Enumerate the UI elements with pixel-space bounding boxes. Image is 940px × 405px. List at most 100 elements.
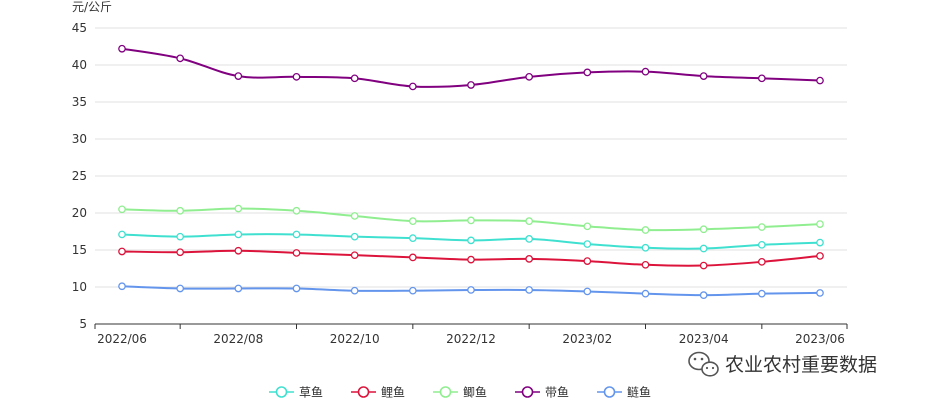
data-point[interactable] xyxy=(292,72,301,81)
data-point[interactable] xyxy=(583,257,592,265)
data-point[interactable] xyxy=(176,248,185,257)
data-point[interactable] xyxy=(408,286,417,295)
legend-item[interactable]: 鲢鱼 xyxy=(597,385,651,400)
data-point[interactable] xyxy=(350,212,359,220)
series-lines xyxy=(118,44,824,299)
data-point[interactable] xyxy=(525,217,534,225)
data-point[interactable] xyxy=(292,284,301,293)
data-point[interactable] xyxy=(292,206,301,215)
data-point[interactable] xyxy=(816,289,824,297)
data-point[interactable] xyxy=(176,206,185,215)
data-point[interactable] xyxy=(816,76,824,85)
data-point[interactable] xyxy=(816,252,824,260)
data-point[interactable] xyxy=(699,225,708,234)
legend-item[interactable]: 鲫鱼 xyxy=(433,386,487,400)
data-point[interactable] xyxy=(467,236,475,245)
legend-marker-icon xyxy=(439,386,452,398)
series-2 xyxy=(118,246,824,270)
data-point[interactable] xyxy=(118,44,126,53)
data-point[interactable] xyxy=(641,243,650,252)
legend-marker-icon xyxy=(357,386,370,398)
data-point[interactable] xyxy=(699,261,708,270)
series-5 xyxy=(118,282,824,299)
data-point[interactable] xyxy=(816,238,824,247)
legend-marker-icon xyxy=(275,386,288,398)
data-point[interactable] xyxy=(467,81,475,89)
legend-item[interactable]: 带鱼 xyxy=(515,386,569,400)
data-point[interactable] xyxy=(816,220,824,228)
x-tick-label: 2022/10 xyxy=(330,332,380,346)
data-point[interactable] xyxy=(757,74,766,83)
data-point[interactable] xyxy=(118,247,126,256)
data-point[interactable] xyxy=(234,230,243,239)
data-point[interactable] xyxy=(757,289,766,298)
data-point[interactable] xyxy=(234,284,243,293)
data-point[interactable] xyxy=(699,244,708,253)
y-axis-unit-label: 元/公斤 xyxy=(72,0,112,14)
data-point[interactable] xyxy=(757,240,766,249)
data-point[interactable] xyxy=(408,217,417,225)
wechat-icon xyxy=(688,351,719,377)
y-tick-label: 40 xyxy=(72,58,87,72)
data-point[interactable] xyxy=(350,232,359,241)
y-tick-label: 20 xyxy=(72,206,87,220)
data-point[interactable] xyxy=(350,251,359,260)
data-point[interactable] xyxy=(641,67,650,76)
data-point[interactable] xyxy=(583,68,592,77)
data-point[interactable] xyxy=(757,257,766,266)
data-point[interactable] xyxy=(118,205,126,214)
data-point[interactable] xyxy=(525,255,534,263)
data-point[interactable] xyxy=(641,226,650,234)
legend-marker-icon xyxy=(603,386,616,398)
data-point[interactable] xyxy=(525,286,534,294)
legend-label: 鲢鱼 xyxy=(627,385,651,400)
x-tick-label: 2023/06 xyxy=(795,332,845,346)
data-point[interactable] xyxy=(641,289,650,298)
legend-label: 带鱼 xyxy=(545,386,569,400)
data-point[interactable] xyxy=(118,282,126,291)
y-tick-label: 35 xyxy=(72,95,87,109)
data-point[interactable] xyxy=(583,287,592,296)
legend-item[interactable]: 草鱼 xyxy=(269,386,323,400)
data-point[interactable] xyxy=(641,260,650,269)
x-tick-label: 2022/06 xyxy=(97,332,147,346)
data-point[interactable] xyxy=(408,82,417,91)
legend[interactable]: 草鱼 鲤鱼 鲫鱼 带鱼 鲢鱼 xyxy=(269,385,651,400)
data-point[interactable] xyxy=(350,286,359,295)
data-point[interactable] xyxy=(292,249,301,257)
data-point[interactable] xyxy=(176,284,185,293)
legend-label: 鲫鱼 xyxy=(463,386,487,400)
data-point[interactable] xyxy=(467,255,475,264)
data-point[interactable] xyxy=(757,223,766,231)
legend-label: 鲤鱼 xyxy=(381,386,405,400)
data-point[interactable] xyxy=(525,235,534,243)
data-point[interactable] xyxy=(467,286,475,294)
data-point[interactable] xyxy=(176,232,185,241)
data-point[interactable] xyxy=(118,230,126,239)
data-point[interactable] xyxy=(292,230,301,239)
data-point[interactable] xyxy=(408,253,417,262)
data-point[interactable] xyxy=(408,234,417,243)
data-point[interactable] xyxy=(176,54,185,63)
y-tick-label: 5 xyxy=(79,317,87,331)
data-point[interactable] xyxy=(583,222,592,231)
series-4 xyxy=(118,44,824,91)
data-point[interactable] xyxy=(234,246,243,255)
series-1 xyxy=(118,230,824,253)
data-point[interactable] xyxy=(234,72,243,80)
data-point[interactable] xyxy=(350,74,359,83)
data-point[interactable] xyxy=(467,216,475,225)
data-point[interactable] xyxy=(583,240,592,248)
data-point[interactable] xyxy=(525,72,534,81)
y-tick-label: 45 xyxy=(72,21,87,35)
series-3 xyxy=(118,204,824,234)
data-point[interactable] xyxy=(699,72,708,80)
y-tick-label: 10 xyxy=(72,280,87,294)
x-tick-label: 2023/04 xyxy=(679,332,729,346)
data-point[interactable] xyxy=(234,204,243,213)
axes: 5 10 15 20 25 30 35 40 45 2022/06 2022/08 2022/10 20… xyxy=(72,21,848,346)
watermark-text: 农业农村重要数据 xyxy=(725,354,877,376)
data-point[interactable] xyxy=(699,291,708,299)
legend-item[interactable]: 鲤鱼 xyxy=(351,386,405,400)
